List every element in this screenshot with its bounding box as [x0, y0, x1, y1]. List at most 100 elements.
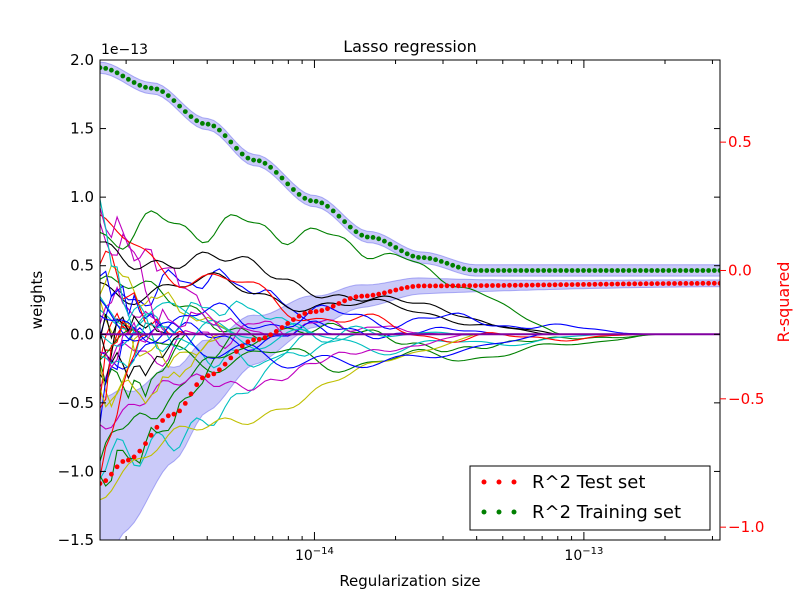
test-point-63 — [450, 283, 456, 289]
training-point-68 — [478, 268, 484, 273]
training-point-105 — [689, 268, 694, 273]
training-point-16 — [182, 109, 188, 114]
test-point-33 — [279, 325, 285, 330]
test-point-9 — [143, 441, 148, 446]
training-point-95 — [632, 268, 638, 273]
weight-path-36 — [100, 302, 720, 344]
training-point-31 — [268, 164, 273, 170]
test-point-67 — [473, 283, 478, 289]
test-point-39 — [313, 309, 319, 314]
right-tick-label-2: 0.0 — [728, 261, 752, 279]
training-point-104 — [683, 268, 689, 273]
training-point-76 — [524, 268, 529, 273]
training-point-26 — [239, 151, 245, 157]
test-point-6 — [125, 457, 131, 463]
training-point-57 — [416, 255, 421, 260]
training-point-109 — [711, 268, 717, 273]
test-point-8 — [137, 448, 143, 454]
right-tick-label-4: −1.0 — [728, 518, 764, 536]
training-point-45 — [347, 224, 353, 230]
training-point-110 — [717, 268, 720, 273]
test-point-91 — [609, 281, 615, 287]
training-point-78 — [535, 268, 541, 273]
test-point-48 — [364, 293, 370, 299]
training-point-82 — [558, 268, 564, 273]
test-point-12 — [160, 418, 166, 423]
test-point-104 — [683, 281, 689, 286]
training-point-61 — [438, 259, 444, 264]
legend-box — [469, 465, 711, 531]
training-point-65 — [461, 266, 467, 272]
test-point-38 — [308, 309, 313, 315]
test-point-47 — [359, 293, 365, 299]
training-point-73 — [507, 268, 512, 273]
left-tick-label-5: 0.0 — [70, 325, 94, 343]
training-point-89 — [598, 268, 603, 273]
training-point-72 — [501, 268, 507, 273]
test-point-18 — [194, 382, 200, 388]
training-point-27 — [245, 155, 251, 161]
legend-test-marker-3 — [511, 479, 517, 485]
training-point-46 — [353, 229, 359, 235]
test-point-105 — [689, 281, 694, 286]
left-tick-label-7: −1.0 — [58, 462, 94, 480]
training-point-69 — [484, 268, 490, 273]
test-point-5 — [120, 459, 126, 464]
test-point-35 — [291, 317, 296, 322]
training-point-25 — [234, 145, 239, 151]
training-point-32 — [273, 170, 279, 175]
test-point-70 — [490, 283, 495, 288]
training-point-60 — [433, 257, 438, 263]
test-point-71 — [495, 283, 501, 288]
legend-training-label: R^2 Training set — [532, 502, 681, 523]
legend: R^2 Test set R^2 Training set — [469, 465, 711, 531]
training-point-2 — [103, 66, 109, 71]
test-point-93 — [620, 281, 626, 287]
left-tick-label-3: 1.0 — [70, 188, 94, 206]
training-point-9 — [143, 84, 148, 90]
test-point-31 — [268, 332, 273, 338]
test-point-58 — [421, 283, 427, 289]
test-point-89 — [598, 281, 603, 287]
right-y-axis-label: R-squared — [774, 262, 793, 343]
legend-test-marker-1 — [481, 479, 487, 485]
left-tick-label-8: −1.5 — [58, 531, 94, 549]
test-point-3 — [109, 471, 114, 477]
test-point-109 — [711, 280, 717, 286]
training-point-55 — [404, 251, 410, 257]
training-point-54 — [399, 248, 404, 254]
test-point-21 — [211, 371, 217, 377]
training-point-86 — [581, 268, 586, 273]
test-point-84 — [569, 282, 575, 287]
test-point-79 — [541, 282, 547, 288]
test-point-22 — [217, 367, 222, 373]
weight-path-16 — [100, 329, 720, 374]
training-point-23 — [222, 133, 228, 139]
training-point-85 — [575, 268, 581, 273]
training-point-4 — [114, 70, 120, 76]
test-point-59 — [427, 283, 433, 289]
test-point-56 — [410, 284, 416, 289]
test-point-99 — [655, 281, 660, 286]
test-point-26 — [239, 343, 245, 349]
training-point-103 — [677, 268, 683, 273]
training-point-5 — [120, 73, 126, 79]
test-point-2 — [103, 478, 109, 484]
test-point-76 — [524, 282, 529, 288]
test-point-29 — [256, 336, 262, 342]
test-point-23 — [222, 361, 228, 367]
test-point-57 — [416, 283, 421, 289]
training-point-80 — [547, 268, 552, 273]
test-point-44 — [342, 298, 347, 304]
training-point-83 — [564, 268, 569, 273]
training-point-62 — [444, 260, 450, 266]
right-tick-label-1: 0.5 — [728, 133, 752, 151]
training-point-102 — [672, 268, 677, 273]
test-point-30 — [262, 335, 268, 340]
training-point-50 — [376, 236, 382, 242]
legend-training-marker-3 — [511, 509, 517, 515]
left-y-axis-label: weights — [28, 271, 46, 330]
test-point-45 — [347, 296, 353, 301]
training-point-13 — [165, 93, 171, 98]
training-point-74 — [512, 268, 518, 273]
